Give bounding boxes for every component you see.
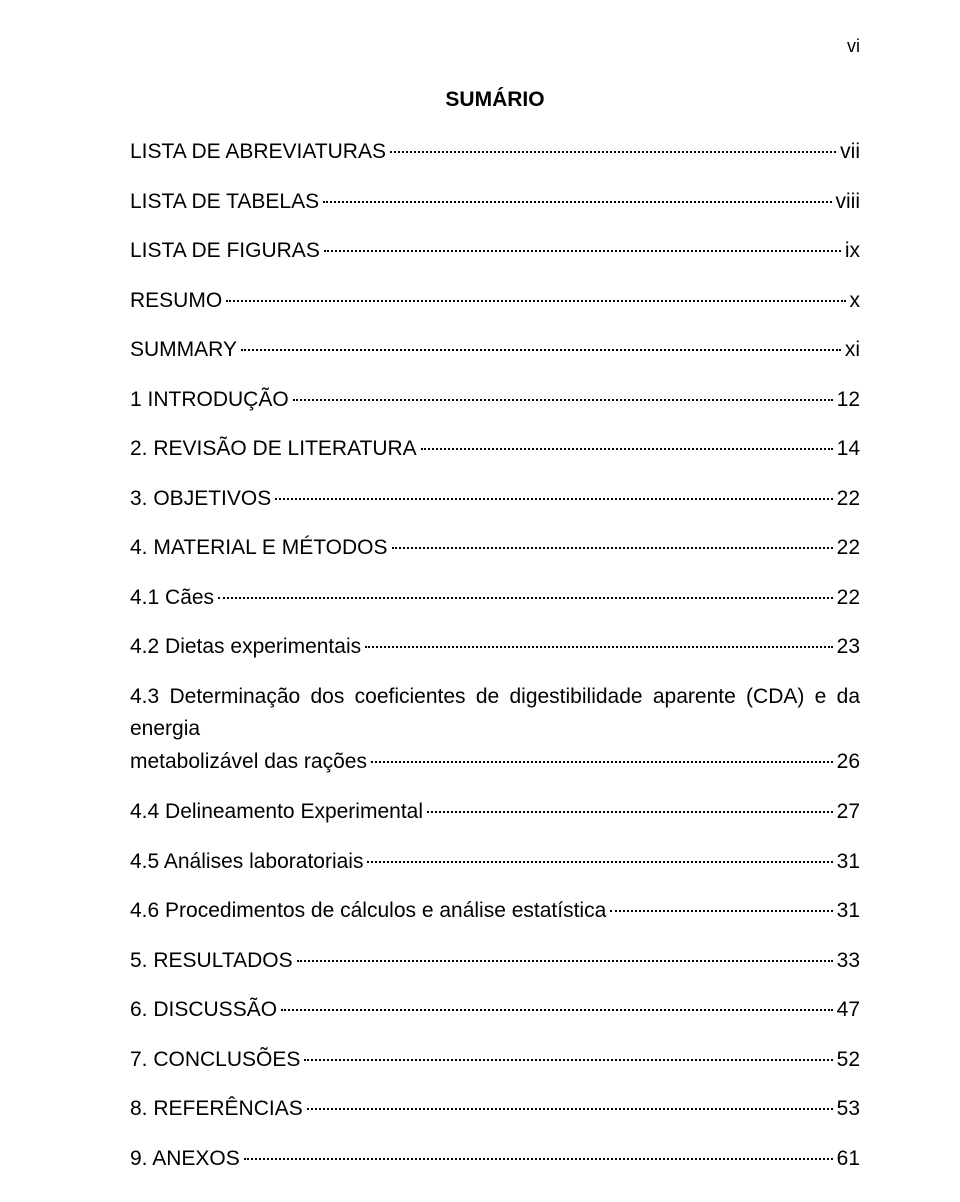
toc-entry-page: xi (845, 334, 860, 366)
toc-entry-page: 14 (837, 433, 860, 465)
toc-entry-label: 7. CONCLUSÕES (130, 1044, 300, 1076)
toc-entry: LISTA DE FIGURAS ix (130, 235, 860, 267)
toc-leader (275, 498, 832, 500)
toc-entry: SUMMARY xi (130, 334, 860, 366)
toc-leader (610, 910, 832, 912)
toc-entry: 4.3 Determinação dos coeficientes de dig… (130, 681, 860, 779)
toc-entry-page: 12 (837, 384, 860, 416)
toc-entry-page: 22 (837, 532, 860, 564)
toc-entry: 4.2 Dietas experimentais 23 (130, 631, 860, 663)
toc-entry-label: SUMMARY (130, 334, 237, 366)
toc-entry-label: LISTA DE FIGURAS (130, 235, 320, 267)
toc-entry-label: 4.2 Dietas experimentais (130, 631, 361, 663)
toc-entry: 4.1 Cães 22 (130, 582, 860, 614)
toc-entry-page: 53 (837, 1093, 860, 1125)
toc-entry-page: 31 (837, 895, 860, 927)
toc-leader (244, 1158, 833, 1160)
toc-entry-page: 52 (837, 1044, 860, 1076)
toc-entry: LISTA DE TABELAS viii (130, 186, 860, 218)
toc-leader (324, 250, 841, 252)
toc-entry-label: 4.1 Cães (130, 582, 214, 614)
toc-leader (293, 399, 833, 401)
toc-entry-page: 61 (837, 1143, 860, 1175)
toc-entry-label: 4.6 Procedimentos de cálculos e análise … (130, 895, 606, 927)
toc-entry-label: 4.4 Delineamento Experimental (130, 796, 423, 828)
toc-entry-page: ix (845, 235, 860, 267)
toc-entry-page: 23 (837, 631, 860, 663)
toc-leader (304, 1059, 832, 1061)
toc-entry: 8. REFERÊNCIAS 53 (130, 1093, 860, 1125)
toc-entry: 2. REVISÃO DE LITERATURA 14 (130, 433, 860, 465)
toc-leader (365, 646, 833, 648)
toc-entry-label: 1 INTRODUÇÃO (130, 384, 289, 416)
toc-entry-page: viii (836, 186, 861, 218)
toc-container: LISTA DE ABREVIATURAS vii LISTA DE TABELA… (130, 136, 860, 1174)
toc-entry: 6. DISCUSSÃO 47 (130, 994, 860, 1026)
page-number: vi (847, 36, 860, 57)
toc-entry-line2: metabolizável das rações 26 (130, 746, 860, 779)
toc-leader (218, 597, 833, 599)
toc-leader (226, 300, 845, 302)
toc-entry: LISTA DE ABREVIATURAS vii (130, 136, 860, 168)
toc-entry-label: LISTA DE ABREVIATURAS (130, 136, 386, 168)
toc-entry-page: x (850, 285, 861, 317)
toc-entry: 7. CONCLUSÕES 52 (130, 1044, 860, 1076)
toc-entry-label: 3. OBJETIVOS (130, 483, 271, 515)
toc-entry-page: vii (840, 136, 860, 168)
toc-entry: 4.5 Análises laboratoriais 31 (130, 846, 860, 878)
toc-leader (307, 1108, 833, 1110)
toc-entry: 5. RESULTADOS 33 (130, 945, 860, 977)
toc-entry-label: 5. RESULTADOS (130, 945, 293, 977)
toc-leader (390, 151, 836, 153)
toc-entry: 9. ANEXOS 61 (130, 1143, 860, 1175)
toc-entry-page: 47 (837, 994, 860, 1026)
toc-entry-label: 8. REFERÊNCIAS (130, 1093, 303, 1125)
toc-leader (392, 547, 833, 549)
toc-leader (367, 861, 832, 863)
toc-entry-label: LISTA DE TABELAS (130, 186, 319, 218)
toc-entry-page: 33 (837, 945, 860, 977)
toc-entry: 4.6 Procedimentos de cálculos e análise … (130, 895, 860, 927)
toc-entry-page: 22 (837, 483, 860, 515)
toc-entry-label: 2. REVISÃO DE LITERATURA (130, 433, 417, 465)
toc-leader (281, 1009, 833, 1011)
toc-entry-label: 4.5 Análises laboratoriais (130, 846, 363, 878)
toc-entry-page: 26 (837, 746, 860, 779)
toc-leader (323, 201, 831, 203)
toc-entry: RESUMO x (130, 285, 860, 317)
page: vi SUMÁRIO LISTA DE ABREVIATURAS viiLIST… (0, 0, 960, 1202)
toc-entry-label: 4.3 Determinação dos coeficientes de dig… (130, 681, 860, 746)
toc-entry-page: 31 (837, 846, 860, 878)
toc-entry-label: 4. MATERIAL E MÉTODOS (130, 532, 388, 564)
toc-leader (427, 811, 833, 813)
toc-leader (421, 448, 833, 450)
toc-entry-page: 22 (837, 582, 860, 614)
toc-entry-label: 6. DISCUSSÃO (130, 994, 277, 1026)
toc-title: SUMÁRIO (130, 88, 860, 112)
toc-entry: 4.4 Delineamento Experimental 27 (130, 796, 860, 828)
toc-entry: 1 INTRODUÇÃO 12 (130, 384, 860, 416)
toc-entry: 3. OBJETIVOS 22 (130, 483, 860, 515)
toc-leader (297, 960, 833, 962)
toc-entry-label: RESUMO (130, 285, 222, 317)
toc-entry-label: metabolizável das rações (130, 746, 367, 779)
toc-entry-page: 27 (837, 796, 860, 828)
toc-leader (371, 761, 833, 763)
toc-leader (241, 349, 841, 351)
toc-entry: 4. MATERIAL E MÉTODOS 22 (130, 532, 860, 564)
toc-entry-label: 9. ANEXOS (130, 1143, 240, 1175)
